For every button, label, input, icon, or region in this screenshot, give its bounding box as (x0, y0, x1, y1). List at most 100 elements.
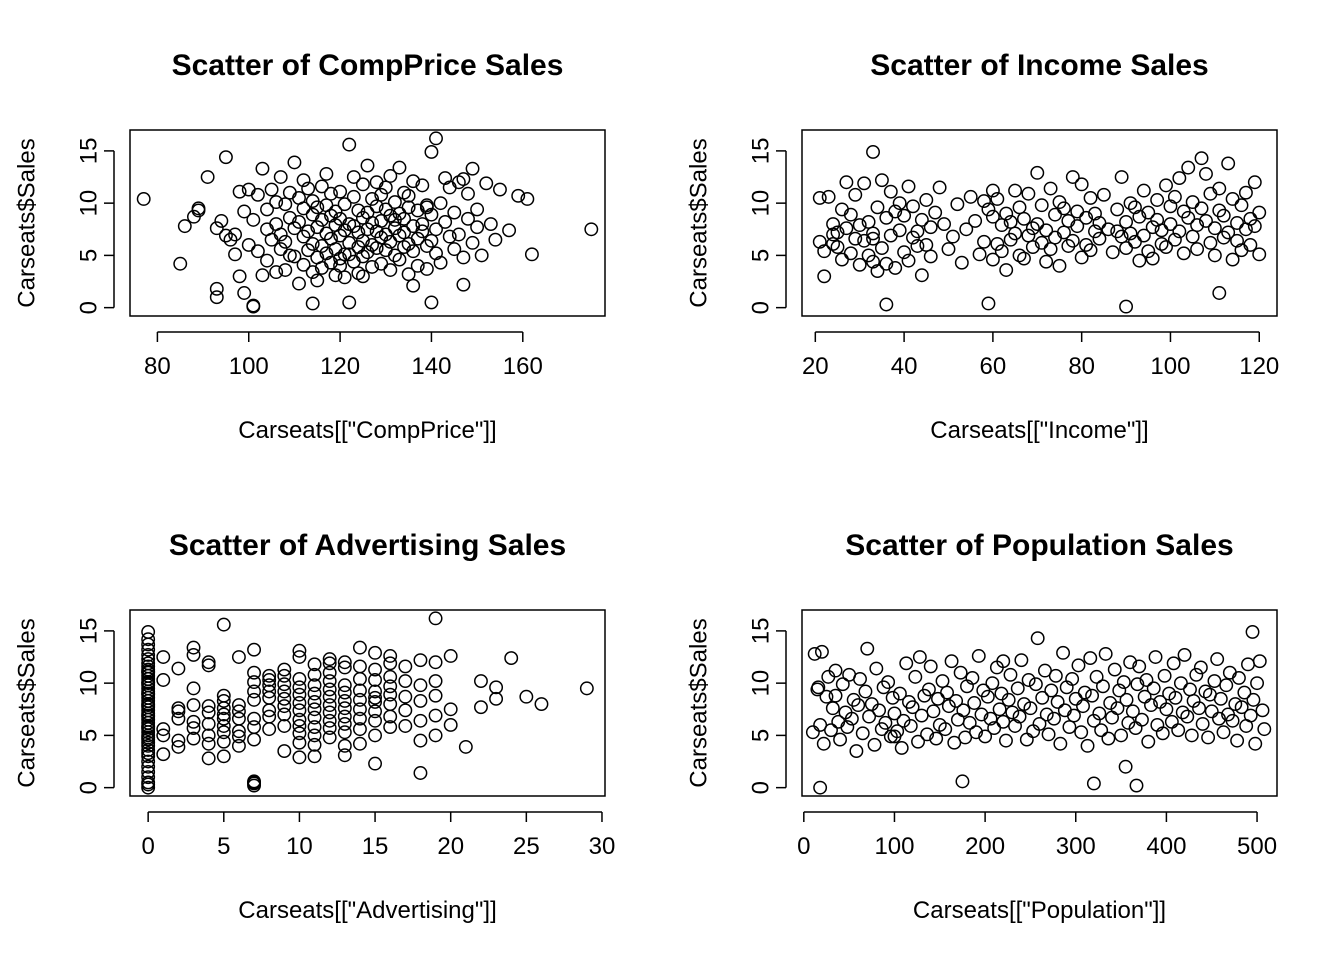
y-axis-label: Carseats$Sales (685, 618, 712, 787)
data-point (483, 217, 498, 231)
data-point (355, 249, 370, 264)
data-point (368, 684, 383, 699)
data-point (903, 719, 918, 733)
data-point (843, 207, 858, 222)
data-point (1201, 730, 1216, 745)
data-point (851, 698, 866, 713)
data-point (828, 663, 843, 678)
data-point (342, 295, 357, 310)
data-point (141, 632, 156, 647)
data-point (839, 175, 854, 190)
data-point (247, 665, 261, 680)
data-point (383, 687, 398, 702)
data-point (415, 217, 430, 231)
x-tick-label: 25 (513, 833, 540, 860)
data-point (814, 644, 829, 659)
data-point (1212, 286, 1227, 300)
data-point (428, 688, 443, 703)
data-point (860, 641, 875, 656)
data-point (1225, 713, 1240, 728)
data-point (355, 269, 370, 284)
data-point (369, 175, 384, 190)
data-point (442, 229, 457, 244)
data-point (352, 659, 367, 674)
data-point (186, 647, 201, 662)
data-point (1257, 722, 1272, 737)
data-point (1190, 242, 1205, 257)
data-point (1008, 183, 1023, 198)
data-point (953, 665, 968, 680)
data-point (392, 252, 407, 267)
data-point (443, 649, 458, 663)
data-point (1030, 631, 1045, 646)
data-point (301, 224, 316, 239)
data-point (141, 624, 156, 639)
data-point (996, 654, 1011, 669)
data-point (1228, 697, 1243, 711)
data-point (216, 688, 231, 703)
data-point (292, 750, 307, 765)
data-point (1247, 175, 1262, 190)
data-point (1243, 237, 1258, 252)
data-point (511, 188, 526, 203)
data-point (305, 296, 320, 311)
data-point (337, 655, 352, 670)
data-point (191, 201, 206, 216)
data-point (1094, 723, 1109, 738)
data-point (1056, 645, 1071, 660)
data-point (840, 720, 855, 734)
data-point (216, 734, 231, 749)
y-tick-label: 5 (75, 729, 102, 742)
data-point (333, 184, 348, 199)
data-point (413, 733, 428, 748)
data-point (465, 235, 480, 250)
data-point (296, 257, 311, 272)
data-point (231, 698, 246, 713)
data-point (171, 701, 186, 716)
x-axis-label: Carseats[["Advertising"]] (238, 897, 496, 924)
data-point (292, 215, 306, 229)
data-point (214, 213, 229, 228)
data-point (534, 697, 549, 711)
data-point (1123, 655, 1138, 670)
data-point (971, 649, 986, 663)
data-point (1252, 205, 1267, 220)
data-point (1212, 711, 1226, 726)
data-point (1096, 187, 1111, 202)
data-point (277, 677, 292, 692)
data-point (1112, 683, 1127, 698)
x-tick-label: 40 (891, 353, 918, 380)
data-point (368, 662, 383, 677)
data-point (920, 727, 935, 742)
data-point (896, 713, 911, 728)
data-point (914, 708, 929, 723)
data-point (1092, 706, 1107, 721)
data-point (1065, 170, 1080, 184)
data-point (1231, 670, 1246, 685)
data-point (1085, 688, 1100, 703)
data-point (502, 223, 517, 238)
data-point (1103, 696, 1118, 710)
data-point (428, 611, 443, 626)
data-point (866, 144, 880, 159)
y-tick-label: 10 (75, 670, 102, 697)
data-point (1130, 677, 1145, 692)
data-point (186, 640, 201, 655)
data-point (447, 242, 462, 257)
data-point (912, 650, 927, 664)
data-point (839, 221, 854, 236)
data-point (910, 239, 925, 253)
plot-frame (801, 129, 1278, 317)
data-point (1252, 654, 1267, 669)
data-point (1183, 682, 1197, 697)
x-axis-label: Carseats[["CompPrice"]] (238, 417, 496, 444)
data-point (1079, 210, 1094, 225)
data-point (894, 740, 909, 755)
data-point (852, 218, 867, 233)
data-point (1083, 651, 1098, 666)
data-point (1181, 210, 1196, 225)
data-point (342, 137, 357, 152)
data-point (1052, 258, 1067, 273)
data-point (322, 652, 337, 667)
data-point (1068, 691, 1083, 706)
